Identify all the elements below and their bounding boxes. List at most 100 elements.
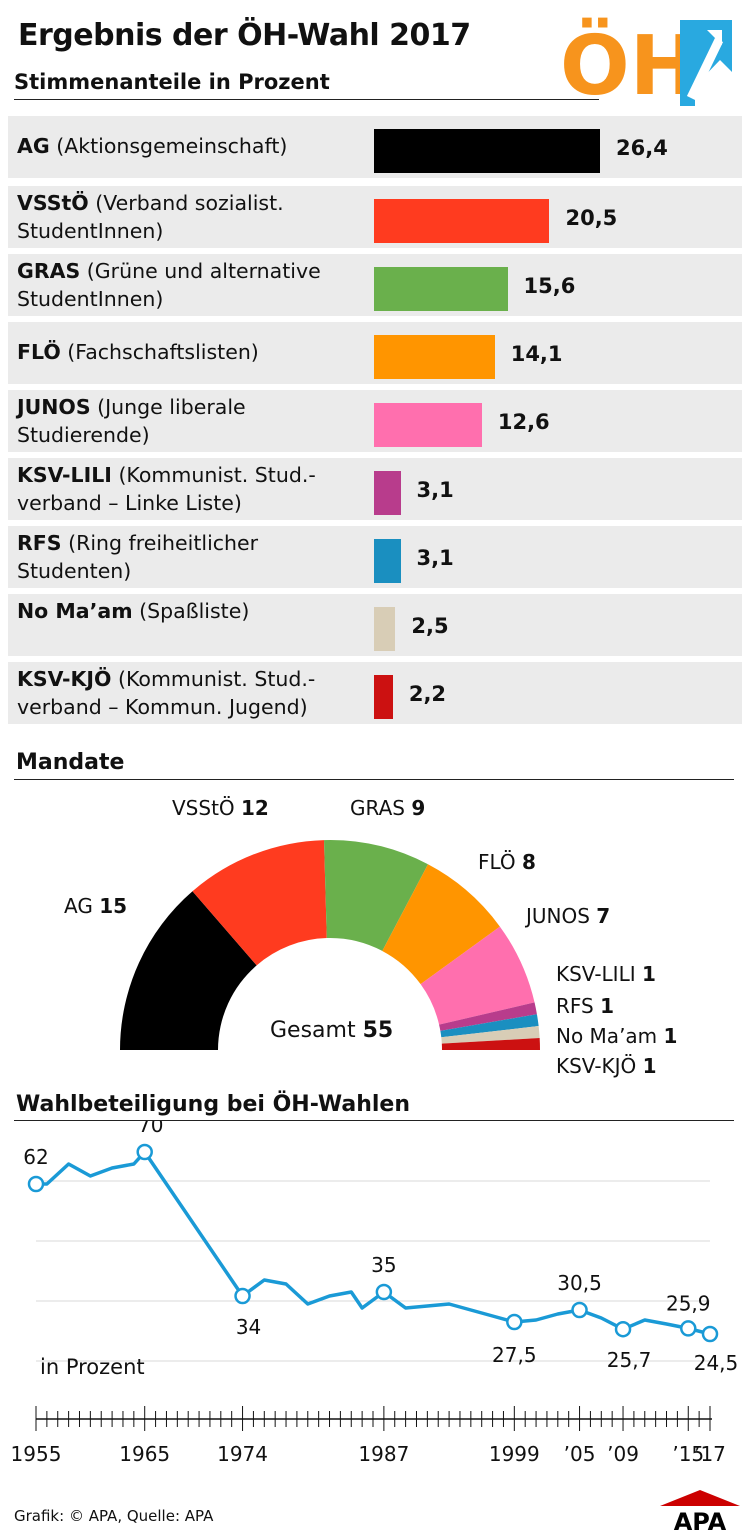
highlight-point [27,1175,45,1193]
seat-count: 1 [600,994,615,1018]
vote-row: AG (Aktionsgemeinschaft) 26,4 [8,116,742,178]
party-abbr: JUNOS [17,395,91,419]
seat-count: 12 [241,796,269,820]
seat-label: FLÖ 8 [478,850,536,874]
seat-label: GRAS 9 [350,796,425,820]
vote-row: VSStÖ (Verband sozialist. StudentInnen) 2… [8,186,742,248]
vote-bar [374,403,482,447]
point-annotation: 25,7 [607,1348,652,1372]
seat-party-name: AG [64,894,100,918]
point-annotation: 34 [236,1315,261,1339]
party-abbr: AG [17,134,50,158]
seat-party-name: VSStÖ [172,796,242,820]
highlight-point [375,1283,393,1301]
vote-row: KSV-KJÖ (Kommunist. Stud.-verband – Komm… [8,662,742,724]
party-name: (Junge liberale Studierende) [17,395,246,447]
vote-bar [374,471,401,515]
apa-logo: APA [660,1490,740,1530]
seat-party-name: No Ma’am [556,1024,664,1048]
point-annotation: 24,5 [694,1351,739,1375]
turnout-unit-label: in Prozent [40,1355,145,1379]
seat-segment-vsst- [192,840,327,966]
seats-total-value: 55 [362,1018,394,1043]
seat-segment-rfs [440,1014,539,1038]
party-abbr: VSStÖ [17,191,89,215]
x-tick-label: ’05 [564,1442,596,1466]
highlight-point [234,1287,251,1305]
point-annotation: 30,5 [557,1271,602,1295]
party-name: (Spaßliste) [132,599,250,623]
turnout-line-chart: 1955 1965 1974 1987 1999 ’05 ’09 ’15’17 62 70 34 35… [11,1121,739,1466]
vote-bar [374,335,495,379]
highlight-point [506,1313,523,1331]
vote-row: KSV-LILI (Kommunist. Stud.-verband – Lin… [8,458,742,520]
party-abbr: FLÖ [17,340,61,364]
party-abbr: KSV-KJÖ [17,667,112,691]
seat-party-name: JUNOS [526,904,597,928]
seat-segment-junos [420,926,535,1025]
party-name: (Fachschaftslisten) [60,340,259,364]
oeh-logo-text: ÖH [560,18,698,110]
point-annotation: 35 [371,1253,396,1277]
point-annotation: 62 [23,1145,48,1169]
seat-count: 1 [663,1024,678,1048]
party-label: GRAS (Grüne und alternative StudentInnen… [17,257,357,313]
page-title: Ergebnis der ÖH-Wahl 2017 [18,18,471,53]
x-tick-label: 1955 [11,1442,62,1466]
vote-value-label: 26,4 [616,136,668,160]
seat-count: 9 [411,796,426,820]
seat-count: 1 [642,1054,657,1078]
seat-segment-ksv-kj- [441,1038,540,1050]
highlight-point [136,1143,153,1161]
seat-segment-ag [120,891,257,1050]
seat-segment-fl- [382,864,500,985]
seat-segment-gras [324,840,429,951]
vote-bar [374,129,600,173]
seat-segment-no-ma-am [441,1026,540,1044]
seat-label: RFS 1 [556,994,614,1018]
seat-label: JUNOS 7 [526,904,610,928]
x-tick-label: 1965 [119,1442,170,1466]
source-credit: Grafik: © APA, Quelle: APA [14,1507,214,1525]
vote-value-label: 14,1 [510,342,563,366]
vote-value-label: 20,5 [565,206,618,230]
vote-bar [374,675,393,719]
seat-party-name: RFS [556,994,601,1018]
vote-row: GRAS (Grüne und alternative StudentInnen… [8,254,742,316]
party-name: (Aktionsgemeinschaft) [49,134,288,158]
party-abbr: RFS [17,531,62,555]
subtitle-rule [14,99,599,100]
x-tick-label: ’17 [694,1442,726,1466]
seat-label: VSStÖ 12 [172,796,269,820]
party-abbr: GRAS [17,259,81,283]
vote-row: RFS (Ring freiheitlicher Studenten) 3,1 [8,526,742,588]
party-label: JUNOS (Junge liberale Studierende) [17,393,357,449]
x-tick-label: ’09 [607,1442,639,1466]
party-name: (Kommunist. Stud.-verband – Kommun. Juge… [17,667,316,719]
vote-bar [374,199,550,243]
seat-count: 7 [596,904,611,928]
vote-value-label: 2,5 [411,614,449,638]
party-label: VSStÖ (Verband sozialist. StudentInnen) [17,189,357,245]
party-name: (Ring freiheitlicher Studenten) [17,531,259,583]
vote-value-label: 15,6 [523,274,576,298]
x-tick-label: ’15 [672,1442,704,1466]
turnout-rule [14,1120,734,1121]
vote-value-label: 12,6 [497,410,550,434]
seat-party-name: FLÖ [478,850,523,874]
seat-label: KSV-KJÖ 1 [556,1054,657,1078]
vote-bar [374,267,508,311]
highlight-point [701,1325,719,1343]
vote-value-label: 2,2 [408,682,447,706]
party-label: FLÖ (Fachschaftslisten) [17,338,357,366]
point-annotation: 25,9 [666,1291,711,1315]
party-label: AG (Aktionsgemeinschaft) [17,132,357,160]
turnout-series-line [36,1150,711,1336]
point-annotation: 70 [138,1121,163,1137]
seat-label: KSV-LILI 1 [556,962,656,986]
highlight-point [571,1301,588,1319]
party-name: (Grüne und alternative StudentInnen) [17,259,321,311]
party-abbr: No Ma’am [17,599,133,623]
vote-bar [374,539,401,583]
seat-party-name: KSV-LILI [556,962,642,986]
